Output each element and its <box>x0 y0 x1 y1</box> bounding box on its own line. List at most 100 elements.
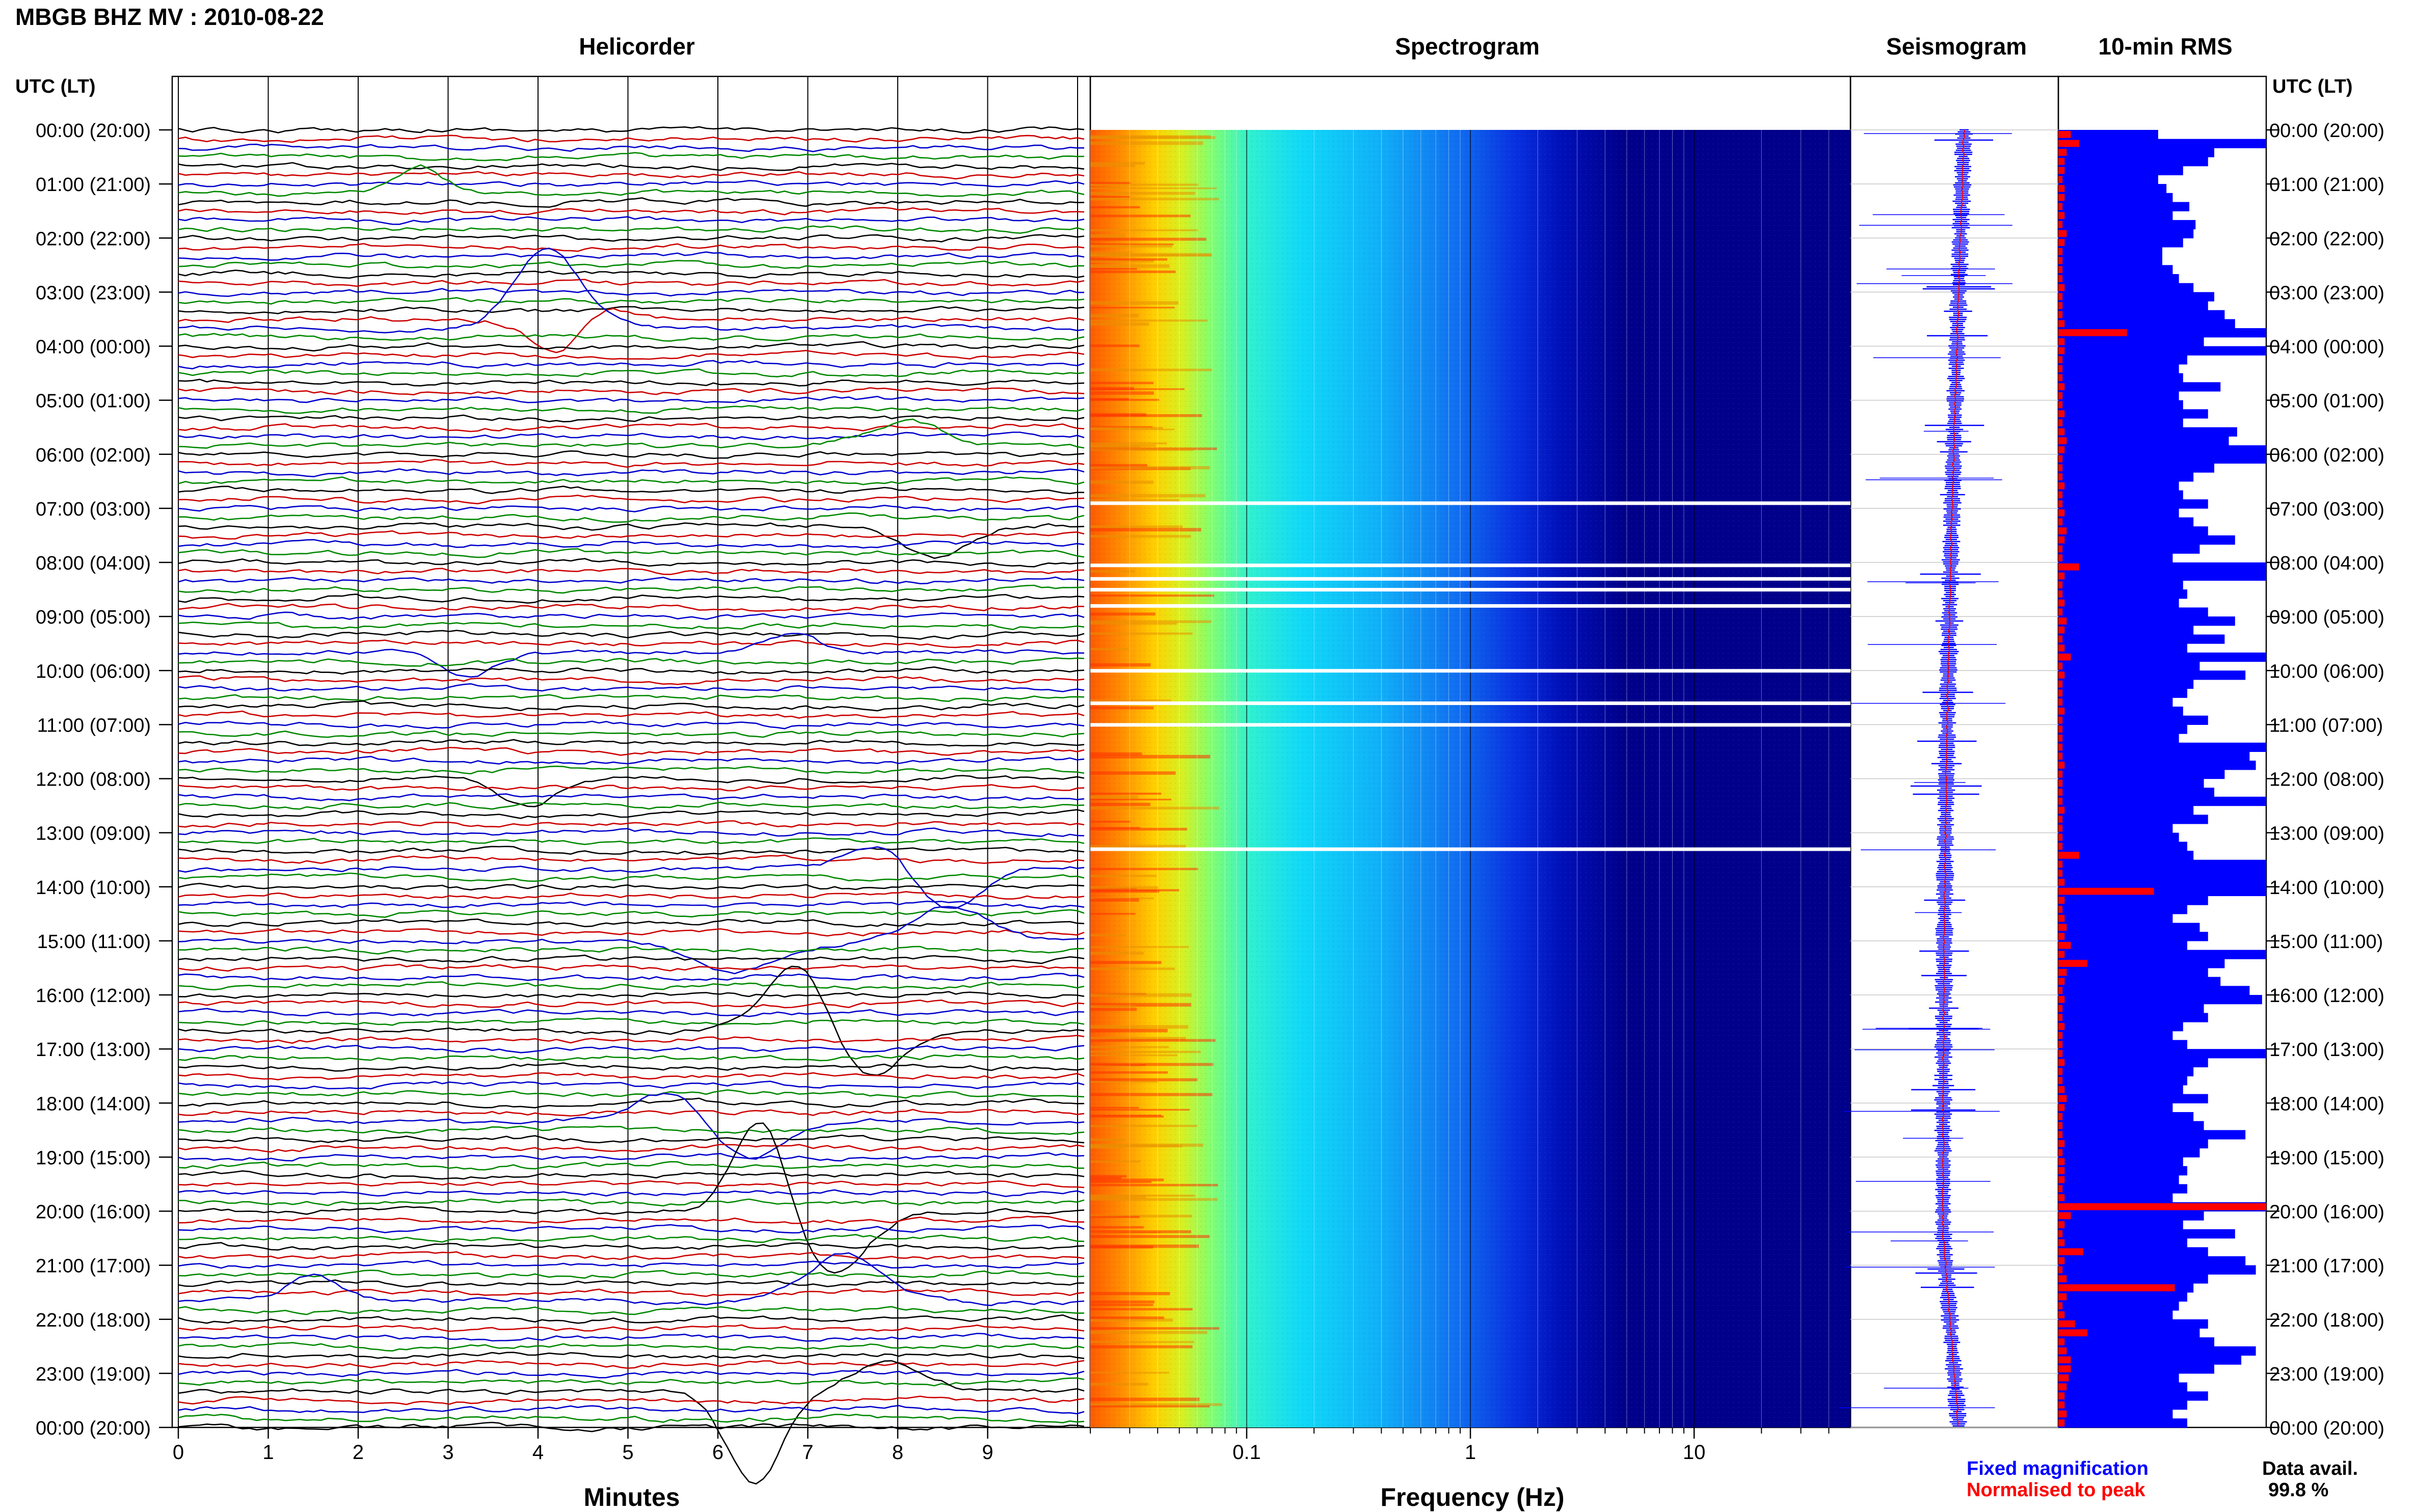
helicorder-x-tick-label: 7 <box>802 1441 813 1464</box>
rms-normalised-bar <box>2058 897 2065 904</box>
rms-fixed-bar <box>2058 1076 2187 1086</box>
helicorder-trace <box>178 700 1085 712</box>
time-label-right: 04:00 (00:00) <box>2269 337 2384 358</box>
plot-title: MBGB BHZ MV : 2010-08-22 <box>15 4 324 30</box>
rms-normalised-bar <box>2058 1275 2067 1282</box>
time-label-right: 08:00 (04:00) <box>2269 553 2384 574</box>
rms-normalised-bar <box>2058 347 2065 355</box>
helicorder-x-tick-label: 4 <box>532 1441 544 1464</box>
helicorder-trace <box>178 306 1085 314</box>
rms-fixed-bar <box>2058 1382 2187 1392</box>
rms-normalised-bar <box>2058 158 2065 165</box>
helicorder-trace <box>178 1324 1085 1332</box>
rms-normalised-bar <box>2058 960 2088 967</box>
rms-fixed-bar <box>2058 950 2266 959</box>
helicorder-x-tick-label: 2 <box>353 1441 364 1464</box>
rms-fixed-bar <box>2058 734 2179 743</box>
helicorder-trace <box>178 530 1085 540</box>
rms-normalised-bar <box>2058 500 2063 507</box>
rms-fixed-bar <box>2058 715 2208 725</box>
rms-normalised-bar <box>2058 239 2065 246</box>
rms-normalised-bar <box>2058 1059 2065 1066</box>
time-label-right: 17:00 (13:00) <box>2269 1039 2384 1061</box>
helicorder-trace <box>178 1081 1085 1090</box>
spectrogram-band <box>1090 301 1178 305</box>
helicorder-trace <box>178 164 1085 198</box>
time-label-right: 13:00 (09:00) <box>2269 823 2384 845</box>
rms-fixed-bar <box>2058 1247 2208 1257</box>
helicorder-trace <box>178 171 1085 180</box>
spectrogram-band <box>1090 267 1137 270</box>
spectrogram-band <box>1090 886 1159 889</box>
rms-normalised-bar <box>2058 1329 2088 1337</box>
rms-fixed-bar <box>2058 1256 2246 1266</box>
helicorder-trace <box>178 630 1085 640</box>
rms-normalised-bar <box>2058 464 2063 472</box>
helicorder-trace <box>178 611 1085 620</box>
spectrogram-band <box>1090 1345 1193 1348</box>
helicorder-trace <box>178 827 1085 838</box>
rms-fixed-bar <box>2058 1328 2200 1338</box>
time-label-left: 05:00 (01:00) <box>36 391 151 412</box>
rms-fixed-bar <box>2058 184 2167 194</box>
rms-normalised-bar <box>2058 482 2065 490</box>
helicorder-trace <box>178 1279 1085 1288</box>
spectrogram-band <box>1090 243 1174 246</box>
helicorder-trace <box>178 405 1085 414</box>
rms-fixed-bar <box>2058 508 2179 518</box>
rms-normalised-bar <box>2058 1095 2067 1102</box>
rms-fixed-bar <box>2058 454 2266 464</box>
helicorder-trace <box>178 247 1085 334</box>
helicorder-trace <box>178 846 1085 855</box>
rms-fixed-bar <box>2058 1229 2235 1239</box>
legend-normalised: Normalised to peak <box>1967 1479 2145 1501</box>
seismogram-normalised-trace <box>1941 129 1966 1426</box>
rms-fixed-bar <box>2058 130 2158 140</box>
rms-fixed-bar <box>2058 580 2183 590</box>
rms-fixed-bar <box>2058 598 2179 608</box>
rms-normalised-bar <box>2058 1302 2063 1310</box>
rms-normalised-bar <box>2058 635 2063 643</box>
rms-normalised-bar <box>2058 1131 2063 1138</box>
time-label-left: 13:00 (09:00) <box>36 823 151 845</box>
rms-normalised-bar <box>2058 1338 2065 1345</box>
spectrogram-band <box>1090 1078 1198 1082</box>
rms-fixed-bar <box>2058 625 2194 635</box>
helicorder-trace <box>178 395 1085 403</box>
rms-fixed-bar <box>2058 400 2183 410</box>
rms-normalised-bar <box>2058 1365 2071 1372</box>
rms-fixed-bar <box>2058 220 2196 230</box>
rms-fixed-bar <box>2058 553 2173 563</box>
rms-normalised-bar <box>2058 860 2063 868</box>
helicorder-x-tick-label: 5 <box>622 1441 633 1464</box>
helicorder-trace <box>178 386 1085 396</box>
spectrogram-band <box>1090 442 1167 445</box>
rms-normalised-bar <box>2058 906 2063 913</box>
spectrogram-band <box>1090 525 1183 528</box>
rms-fixed-bar <box>2058 1130 2246 1140</box>
rms-normalised-bar <box>2058 167 2065 174</box>
rms-normalised-bar <box>2058 1185 2063 1193</box>
helicorder-x-tick-label: 8 <box>892 1441 903 1464</box>
helicorder-trace <box>178 225 1085 234</box>
spectrogram-band <box>1090 1235 1210 1238</box>
helicorder-trace <box>178 1369 1085 1379</box>
rms-normalised-bar <box>2058 608 2063 616</box>
rms-normalised-bar <box>2058 843 2063 850</box>
helicorder-trace <box>178 1260 1085 1269</box>
rms-normalised-bar <box>2058 392 2063 399</box>
helicorder-trace <box>178 1414 1085 1424</box>
rms-fixed-bar <box>2058 535 2235 545</box>
spectrogram-band <box>1090 632 1193 635</box>
rms-normalised-bar <box>2058 1122 2063 1129</box>
time-label-right: 01:00 (21:00) <box>2269 174 2384 196</box>
rms-fixed-bar <box>2058 670 2246 680</box>
spectrogram-band <box>1090 1183 1218 1186</box>
spectrogram-band <box>1090 229 1198 231</box>
rms-fixed-bar <box>2058 1112 2194 1122</box>
spectrogram-band <box>1090 706 1154 710</box>
helicorder-trace <box>178 548 1085 558</box>
spectrogram-x-tick-label: 10 <box>1683 1441 1706 1464</box>
rms-fixed-bar <box>2058 157 2208 167</box>
